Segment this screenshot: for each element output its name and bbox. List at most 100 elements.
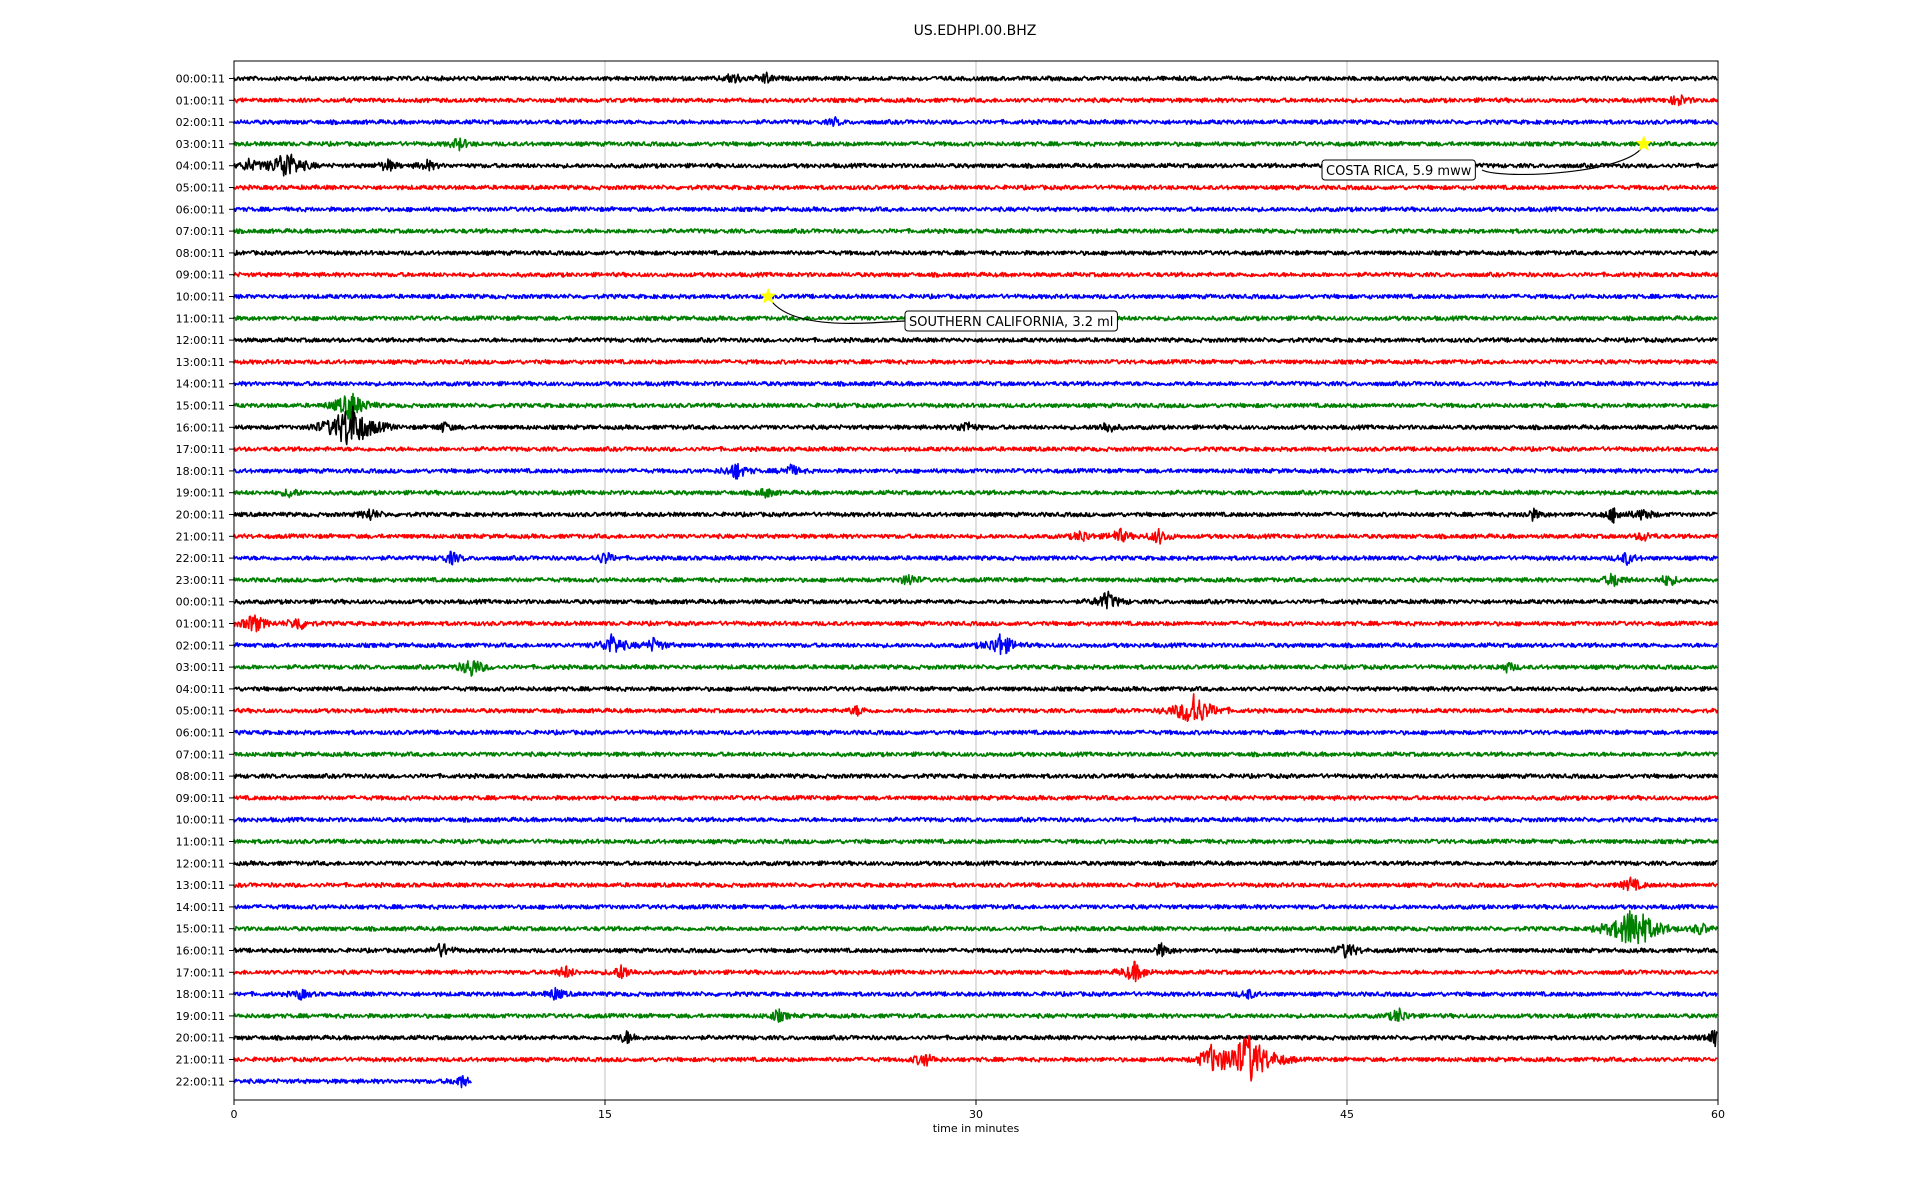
y-tick-label: 19:00:11 xyxy=(176,1010,225,1023)
trace-row xyxy=(233,751,1719,758)
y-tick-label: 20:00:11 xyxy=(176,509,225,522)
trace-row xyxy=(233,487,1718,499)
trace-row xyxy=(233,860,1718,867)
trace-row xyxy=(233,633,1718,656)
trace-row xyxy=(233,507,1718,524)
x-tick-label: 0 xyxy=(231,1108,238,1121)
y-tick-label: 17:00:11 xyxy=(176,966,225,979)
trace-row xyxy=(233,116,1718,127)
trace-row xyxy=(233,249,1718,257)
y-tick-label: 07:00:11 xyxy=(176,225,225,238)
y-tick-label: 08:00:11 xyxy=(176,770,225,783)
trace-row xyxy=(233,527,1718,545)
y-tick-label: 22:00:11 xyxy=(176,552,225,565)
y-tick-label: 13:00:11 xyxy=(176,879,225,892)
trace-row xyxy=(233,71,1718,84)
y-tick-label: 08:00:11 xyxy=(176,247,225,260)
trace-row xyxy=(233,550,1719,566)
event-star-marker xyxy=(1635,135,1653,151)
trace-row xyxy=(233,392,1718,420)
chart-title: US.EDHPI.00.BHZ xyxy=(914,23,1037,39)
trace-row xyxy=(233,227,1719,235)
y-tick-label: 15:00:11 xyxy=(176,923,225,936)
trace-row xyxy=(233,405,1719,446)
x-tick-label: 45 xyxy=(1340,1108,1354,1121)
trace-row xyxy=(233,685,1719,693)
y-tick-label: 04:00:11 xyxy=(176,683,225,696)
trace-row xyxy=(233,206,1719,213)
y-tick-label: 06:00:11 xyxy=(176,727,225,740)
trace-row xyxy=(233,729,1719,736)
x-axis-label: time in minutes xyxy=(933,1122,1020,1135)
y-tick-label: 21:00:11 xyxy=(176,1054,225,1067)
trace-row xyxy=(233,910,1719,945)
y-tick-label: 14:00:11 xyxy=(176,901,225,914)
y-tick-label: 21:00:11 xyxy=(176,530,225,543)
annotation-label: COSTA RICA, 5.9 mww xyxy=(1326,164,1472,179)
trace-row xyxy=(233,660,1718,677)
y-tick-label: 11:00:11 xyxy=(176,836,225,849)
y-tick-label: 05:00:11 xyxy=(176,182,225,195)
y-tick-label: 22:00:11 xyxy=(176,1075,225,1088)
trace-row xyxy=(233,184,1718,191)
trace-row xyxy=(233,1007,1718,1023)
event-star-marker xyxy=(759,287,777,304)
plot-frame xyxy=(233,60,1719,1101)
y-tick-label: 14:00:11 xyxy=(176,378,225,391)
annotation-box xyxy=(904,310,1118,332)
trace-row xyxy=(233,838,1719,845)
trace-row xyxy=(233,876,1718,892)
y-tick-label: 00:00:11 xyxy=(176,73,225,86)
y-tick-label: 05:00:11 xyxy=(176,705,225,718)
trace-row xyxy=(233,358,1718,366)
y-tick-label: 10:00:11 xyxy=(176,291,225,304)
y-tick-label: 00:00:11 xyxy=(176,596,225,609)
trace-row xyxy=(233,137,1718,152)
trace-row xyxy=(233,572,1719,588)
trace-row xyxy=(233,942,1718,959)
y-tick-label: 12:00:11 xyxy=(176,857,225,870)
trace-row xyxy=(233,693,1719,722)
annotation-label: SOUTHERN CALIFORNIA, 3.2 ml xyxy=(909,315,1113,330)
y-tick-label: 02:00:11 xyxy=(176,116,225,129)
x-tick-labels: 0 15 30 45 60 xyxy=(231,1100,1725,1121)
annotation-box xyxy=(1321,159,1476,181)
annotation-arrow xyxy=(1481,143,1645,176)
y-tick-label: 18:00:11 xyxy=(176,988,225,1001)
y-tick-label: 18:00:11 xyxy=(176,465,225,478)
trace-row xyxy=(233,816,1718,823)
y-tick-label: 09:00:11 xyxy=(176,792,225,805)
trace-row xyxy=(233,986,1718,1001)
y-tick-labels: 00:00:11 01:00:11 02:00:11 03:00:11 04:00:11… xyxy=(176,73,234,1088)
y-tick-label: 03:00:11 xyxy=(176,661,225,674)
annotation-arrow xyxy=(767,296,906,324)
trace-row xyxy=(233,336,1718,344)
y-tick-label: 06:00:11 xyxy=(176,203,225,216)
trace-row xyxy=(233,94,1719,107)
trace-row xyxy=(233,1029,1718,1048)
y-tick-label: 10:00:11 xyxy=(176,814,225,827)
y-tick-label: 04:00:11 xyxy=(176,160,225,173)
x-tick-label: 30 xyxy=(969,1108,983,1121)
y-tick-label: 19:00:11 xyxy=(176,487,225,500)
y-tick-label: 23:00:11 xyxy=(176,574,225,587)
y-tick-label: 16:00:11 xyxy=(176,945,225,958)
y-tick-label: 12:00:11 xyxy=(176,334,225,347)
y-tick-label: 16:00:11 xyxy=(176,421,225,434)
trace-row xyxy=(233,445,1719,453)
trace-row xyxy=(233,903,1719,911)
trace-row xyxy=(233,1075,472,1089)
event-annotations: COSTA RICA, 5.9 mww SOUTHERN CALIFORNIA, … xyxy=(759,135,1653,332)
y-tick-label: 07:00:11 xyxy=(176,748,225,761)
trace-row xyxy=(233,772,1719,780)
y-tick-label: 20:00:11 xyxy=(176,1032,225,1045)
y-tick-label: 01:00:11 xyxy=(176,618,225,631)
trace-row xyxy=(233,293,1719,300)
trace-row xyxy=(233,380,1719,387)
y-tick-label: 15:00:11 xyxy=(176,400,225,413)
y-tick-label: 01:00:11 xyxy=(176,94,225,107)
y-tick-label: 09:00:11 xyxy=(176,269,225,282)
trace-row xyxy=(233,271,1719,278)
trace-row xyxy=(233,462,1718,480)
